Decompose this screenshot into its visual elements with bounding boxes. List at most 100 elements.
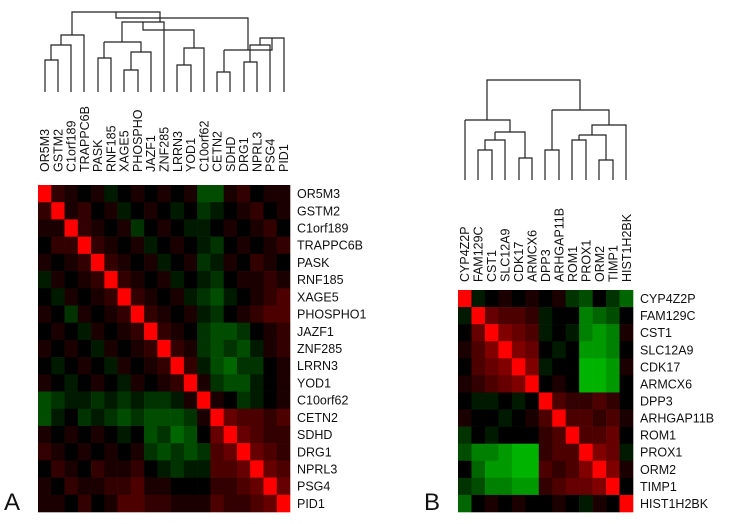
heatmap-cell: [38, 253, 52, 272]
heatmap-cell: [525, 290, 540, 308]
heatmap-cell: [64, 408, 79, 427]
heatmap-cell: [471, 307, 486, 325]
heatmap-cell: [130, 322, 145, 341]
heatmap-cell: [210, 322, 224, 341]
heatmap-cell: [77, 288, 92, 306]
heatmap-cell: [183, 460, 198, 478]
heatmap-cell: [223, 339, 238, 358]
heatmap-cell: [77, 271, 92, 289]
heatmap-cell: [250, 305, 264, 323]
heatmap-cell: [552, 341, 566, 359]
heatmap-cell: [263, 391, 278, 410]
heatmap-cell: [471, 290, 486, 308]
column-label: DPP3: [539, 249, 553, 282]
heatmap-cell: [130, 477, 145, 496]
heatmap-cell: [606, 290, 620, 308]
heatmap-cell: [498, 290, 513, 308]
heatmap-cell: [77, 339, 92, 358]
column-label: YOD1: [184, 138, 198, 172]
heatmap-cell: [51, 305, 65, 323]
heatmap-cell: [77, 219, 92, 237]
heatmap-cell: [538, 460, 553, 479]
heatmap-cell: [183, 443, 198, 461]
heatmap-cell: [552, 375, 566, 393]
heatmap-cell: [157, 357, 171, 375]
heatmap-cell: [538, 477, 553, 496]
heatmap-cell: [565, 341, 580, 359]
heatmap-cell: [144, 477, 158, 496]
heatmap-cell: [223, 271, 238, 289]
row-label: PID1: [297, 497, 325, 511]
heatmap-cell: [38, 322, 52, 341]
heatmap-cell: [117, 477, 132, 496]
heatmap-cell: [263, 219, 278, 237]
heatmap-cell: [511, 375, 526, 393]
row-label: PHOSPHO1: [297, 308, 367, 322]
heatmap-cell: [130, 374, 145, 392]
heatmap-cell: [51, 339, 65, 358]
heatmap-cell: [144, 253, 158, 272]
heatmap-cell: [565, 375, 580, 393]
heatmap-cell: [236, 288, 251, 306]
heatmap-cell: [579, 460, 593, 479]
heatmap-cell: [64, 185, 79, 203]
heatmap-cell: [117, 494, 132, 513]
heatmap-cell: [183, 339, 198, 358]
heatmap-cell: [592, 324, 607, 342]
heatmap-cell: [484, 477, 499, 496]
heatmap-cell: [525, 358, 540, 376]
heatmap-cell: [157, 374, 171, 392]
heatmap-cell: [619, 358, 634, 376]
heatmap-cell: [104, 219, 118, 237]
heatmap-cell: [210, 391, 224, 410]
heatmap-cell: [130, 339, 145, 358]
heatmap-cell: [91, 374, 105, 392]
heatmap-cell: [263, 322, 278, 341]
heatmap-cell: [458, 375, 472, 393]
heatmap-cell: [130, 236, 145, 255]
heatmap-cell: [579, 443, 593, 462]
heatmap-cell: [458, 460, 472, 479]
heatmap-cell: [250, 460, 264, 478]
heatmap-cell: [592, 392, 607, 410]
column-label: CDK17: [512, 242, 526, 282]
heatmap-cell: [104, 271, 118, 289]
row-label: ORM2: [640, 463, 676, 477]
heatmap-cell: [183, 288, 198, 306]
heatmap-cell: [236, 494, 251, 513]
heatmap-cell: [471, 375, 486, 393]
heatmap-cell: [130, 288, 145, 306]
heatmap-cell: [51, 202, 65, 220]
heatmap-cell: [250, 253, 264, 272]
heatmap-cell: [484, 324, 499, 342]
heatmap-cell: [606, 375, 620, 393]
heatmap-cell: [552, 426, 566, 444]
heatmap-cell: [64, 374, 79, 392]
heatmap-cell: [210, 271, 224, 289]
column-label: XAGE5: [118, 130, 132, 172]
heatmap-cell: [104, 322, 118, 341]
heatmap-cell: [250, 425, 264, 444]
column-label: TRAPPC6B: [78, 106, 92, 172]
heatmap-cell: [170, 288, 185, 306]
heatmap-cell: [592, 375, 607, 393]
heatmap-cell: [498, 358, 513, 376]
row-label: TRAPPC6B: [297, 239, 363, 253]
heatmap-cell: [64, 322, 79, 341]
row-label: SLC12A9: [640, 343, 694, 357]
heatmap-cell: [117, 374, 132, 392]
heatmap-cell: [104, 253, 118, 272]
row-label: C10orf62: [297, 394, 348, 408]
heatmap-cell: [498, 443, 513, 462]
heatmap-cell: [484, 392, 499, 410]
heatmap-cell: [157, 339, 171, 358]
heatmap-cell: [197, 443, 211, 461]
heatmap-cell: [276, 339, 291, 358]
row-label: PROX1: [640, 446, 682, 460]
heatmap-cell: [197, 219, 211, 237]
heatmap-cell: [130, 305, 145, 323]
heatmap-cell: [511, 392, 526, 410]
row-label: OR5M3: [297, 187, 340, 201]
dendrogram-b: [464, 79, 627, 180]
heatmap-cell: [197, 185, 211, 203]
